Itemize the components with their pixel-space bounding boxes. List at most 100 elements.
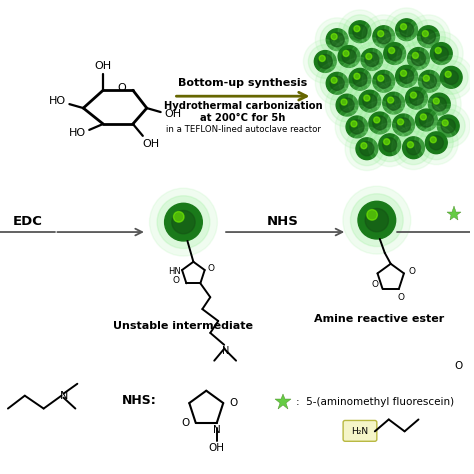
Text: HO: HO: [49, 96, 66, 106]
Circle shape: [340, 98, 354, 112]
Circle shape: [388, 46, 402, 61]
Text: O: O: [173, 276, 180, 285]
Circle shape: [349, 68, 371, 90]
Text: O: O: [408, 267, 415, 276]
Circle shape: [442, 120, 448, 126]
Circle shape: [373, 116, 387, 130]
Text: Unstable intermediate: Unstable intermediate: [113, 321, 254, 331]
Circle shape: [419, 113, 434, 127]
Circle shape: [438, 115, 459, 137]
Circle shape: [343, 63, 377, 96]
Circle shape: [396, 65, 418, 87]
Circle shape: [419, 32, 463, 75]
Circle shape: [397, 118, 410, 132]
Circle shape: [356, 138, 378, 160]
Circle shape: [387, 108, 420, 142]
Circle shape: [374, 117, 380, 123]
Text: HN: HN: [168, 267, 181, 276]
Circle shape: [364, 95, 370, 101]
Circle shape: [400, 23, 414, 37]
Circle shape: [336, 94, 358, 116]
Circle shape: [428, 93, 450, 115]
Circle shape: [303, 40, 347, 83]
Circle shape: [408, 60, 451, 103]
Text: OH: OH: [142, 139, 159, 149]
Circle shape: [431, 109, 465, 143]
Circle shape: [353, 25, 367, 39]
Circle shape: [390, 59, 423, 93]
Circle shape: [416, 109, 438, 131]
Circle shape: [320, 66, 354, 100]
Circle shape: [361, 143, 367, 149]
Circle shape: [358, 101, 401, 145]
Circle shape: [373, 26, 395, 47]
Circle shape: [384, 43, 406, 64]
Circle shape: [422, 74, 437, 89]
Circle shape: [331, 77, 337, 83]
Circle shape: [410, 92, 417, 98]
Text: NHS:: NHS:: [121, 394, 156, 407]
Circle shape: [345, 127, 389, 171]
Text: O: O: [371, 281, 378, 290]
Circle shape: [383, 139, 390, 145]
Circle shape: [338, 46, 360, 67]
Text: O: O: [118, 83, 127, 93]
Circle shape: [373, 71, 395, 92]
Circle shape: [396, 19, 418, 41]
Circle shape: [405, 98, 448, 142]
Circle shape: [353, 72, 367, 86]
Circle shape: [368, 123, 411, 166]
Circle shape: [377, 86, 410, 120]
Circle shape: [430, 137, 437, 143]
Circle shape: [343, 50, 349, 56]
Circle shape: [362, 15, 406, 58]
Circle shape: [326, 29, 348, 51]
Text: N: N: [213, 425, 220, 435]
Circle shape: [421, 29, 436, 44]
Circle shape: [434, 46, 448, 61]
Circle shape: [373, 32, 417, 75]
Circle shape: [309, 45, 342, 78]
Circle shape: [411, 20, 445, 54]
Circle shape: [366, 54, 372, 60]
Circle shape: [318, 55, 332, 69]
Circle shape: [359, 90, 381, 112]
Circle shape: [355, 43, 389, 76]
Circle shape: [369, 112, 391, 134]
Circle shape: [444, 70, 458, 84]
Text: O: O: [207, 264, 214, 273]
Circle shape: [372, 82, 416, 125]
Circle shape: [441, 119, 456, 133]
Circle shape: [424, 36, 458, 71]
Circle shape: [330, 33, 344, 47]
Circle shape: [419, 71, 440, 92]
Circle shape: [385, 8, 428, 52]
Circle shape: [325, 83, 369, 127]
Circle shape: [408, 47, 429, 69]
Circle shape: [377, 29, 391, 44]
Circle shape: [338, 10, 382, 54]
Circle shape: [389, 47, 395, 54]
Text: Hydrothermal carbonization: Hydrothermal carbonization: [164, 101, 322, 111]
Circle shape: [362, 60, 406, 103]
Circle shape: [445, 71, 451, 77]
Circle shape: [383, 92, 405, 114]
Circle shape: [422, 31, 428, 36]
Circle shape: [378, 36, 411, 71]
Circle shape: [353, 84, 387, 118]
Circle shape: [315, 62, 359, 105]
Text: H₂N: H₂N: [351, 427, 368, 436]
Text: O: O: [229, 398, 237, 408]
Circle shape: [419, 126, 453, 160]
Text: OH: OH: [164, 109, 181, 119]
Circle shape: [420, 114, 427, 120]
Circle shape: [314, 51, 336, 73]
Circle shape: [327, 35, 371, 78]
Circle shape: [320, 23, 354, 56]
Circle shape: [411, 51, 426, 65]
Circle shape: [397, 131, 430, 164]
Circle shape: [435, 47, 441, 54]
Circle shape: [172, 210, 195, 234]
Circle shape: [406, 141, 420, 155]
Circle shape: [346, 116, 368, 138]
